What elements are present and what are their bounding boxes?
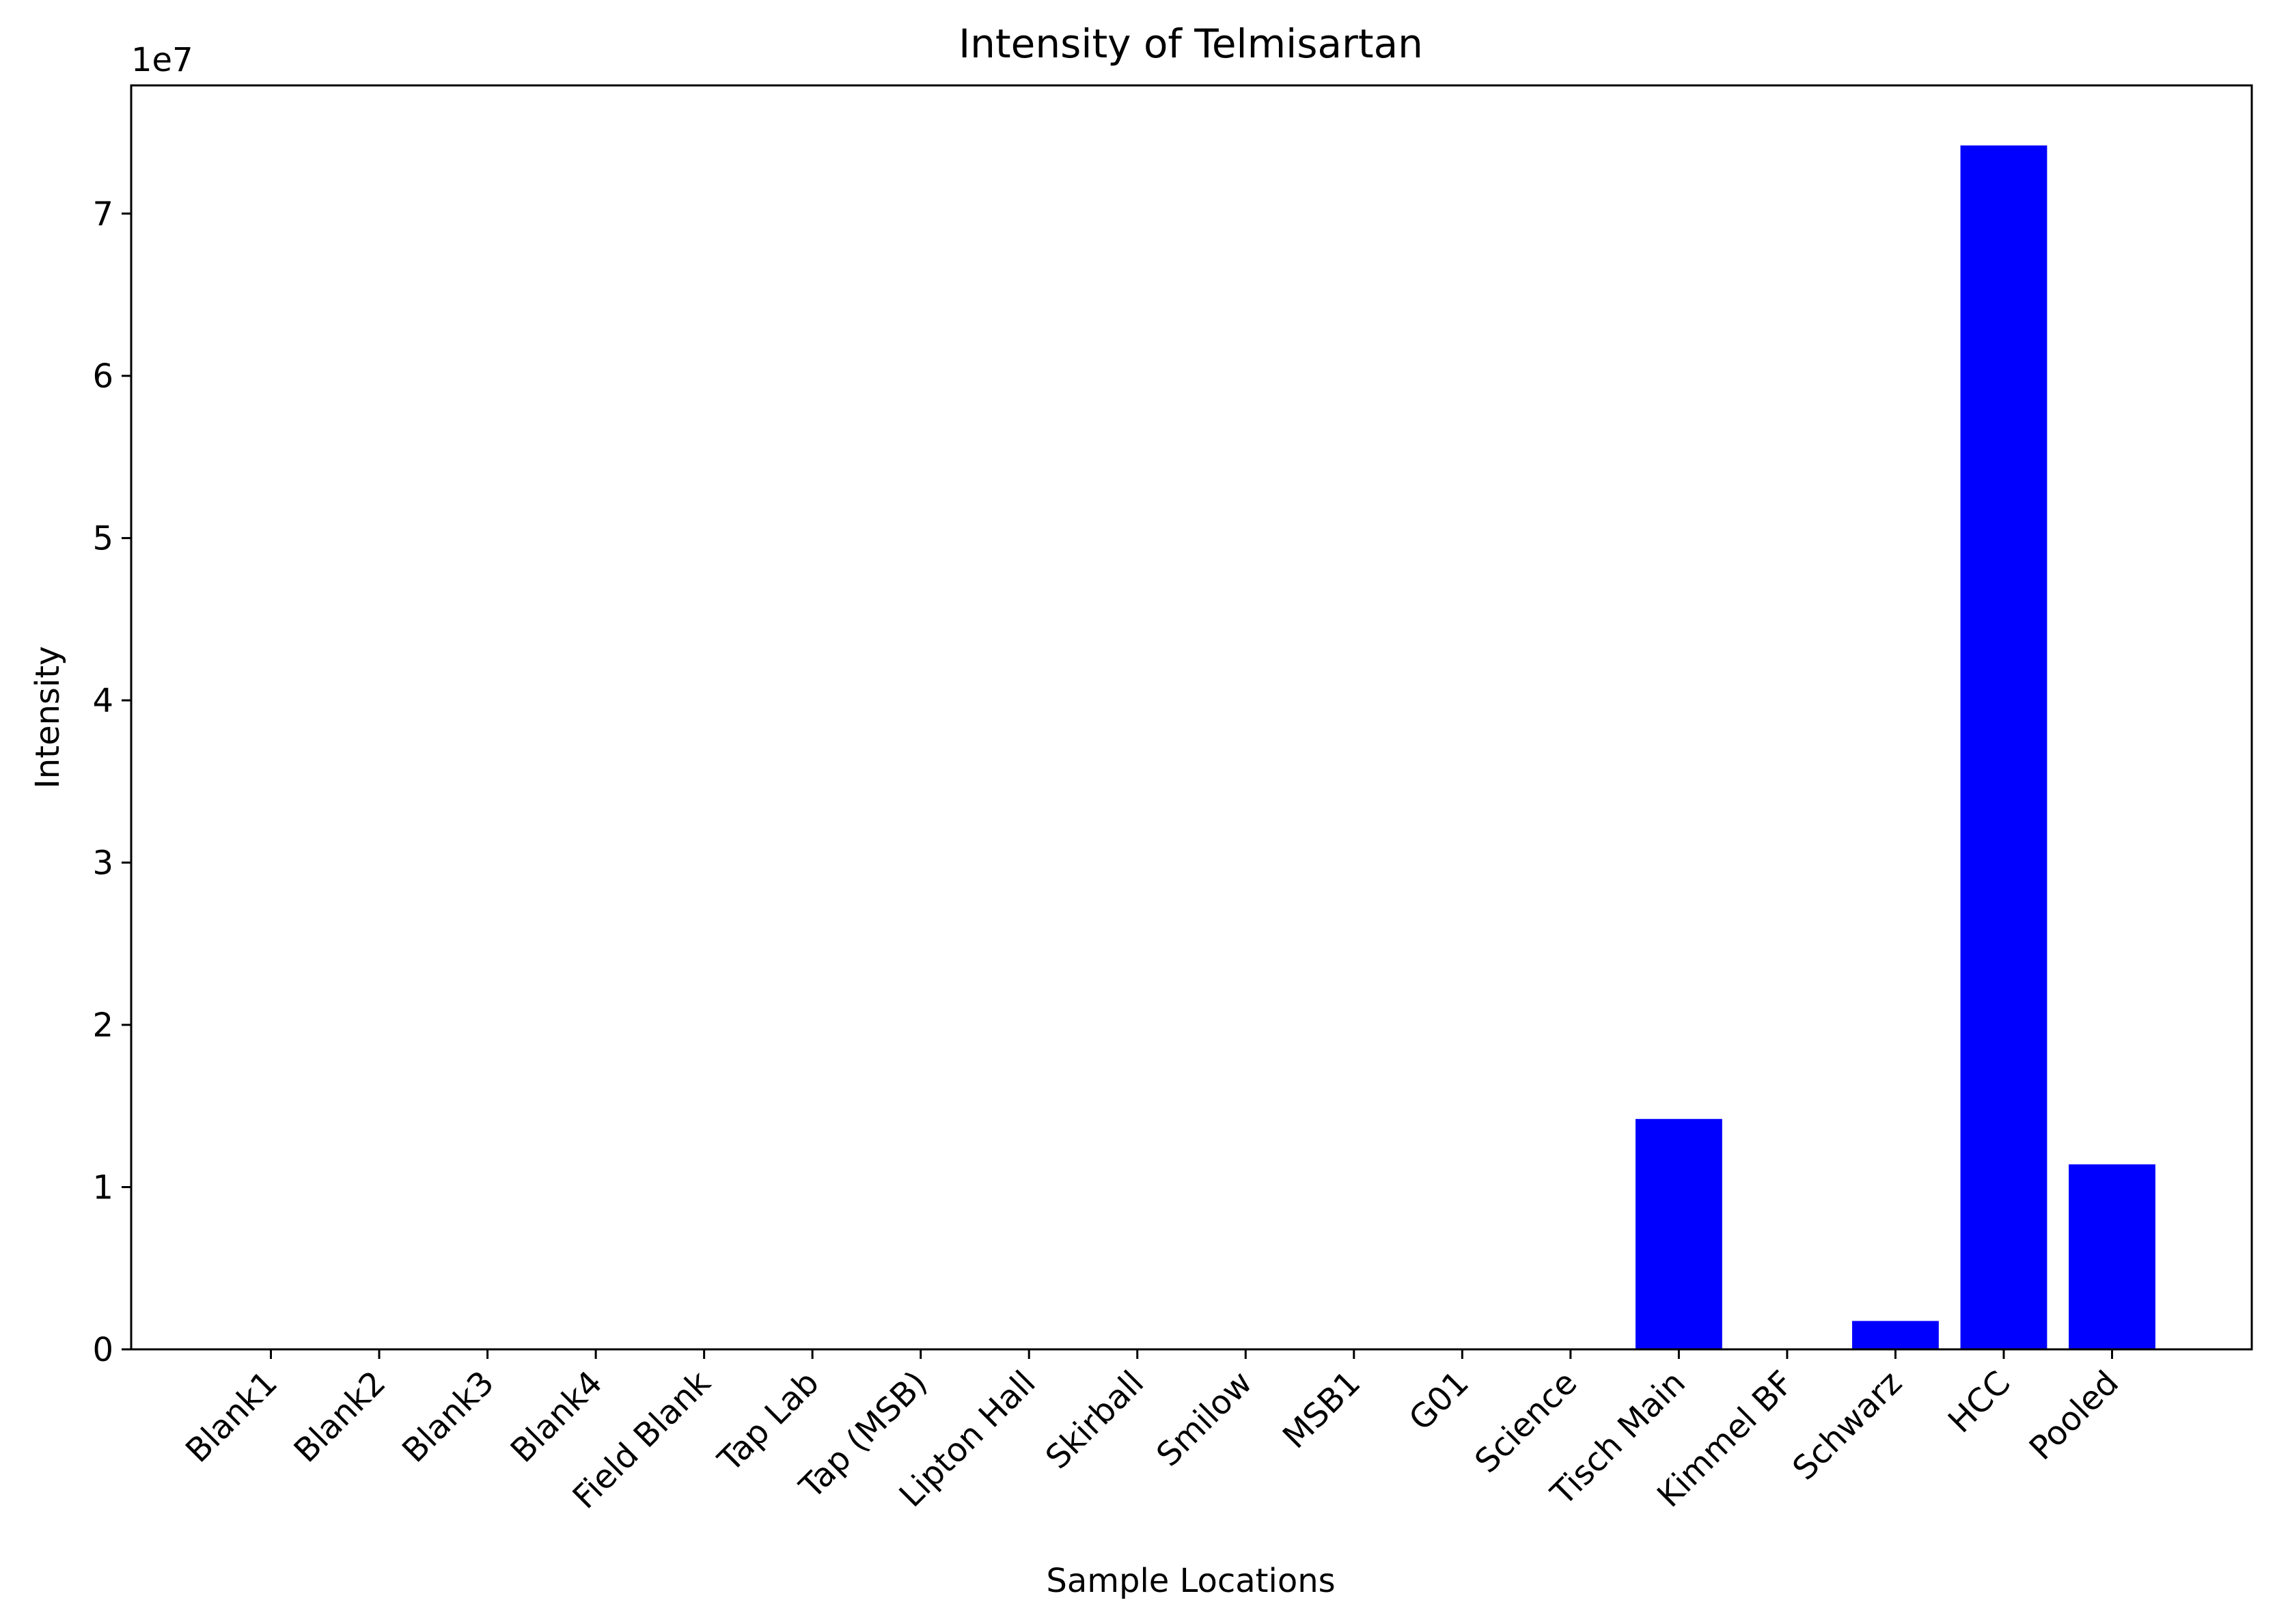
y-tick-label: 5 [92, 520, 113, 558]
y-tick-label: 7 [92, 195, 113, 234]
y-tick-label: 6 [92, 357, 113, 396]
bar [1635, 1118, 1722, 1349]
y-axis-offset-label: 1e7 [131, 41, 193, 79]
y-axis-ticks: 0 1 2 3 4 5 6 7 [92, 195, 131, 1369]
y-tick-label: 3 [92, 844, 113, 883]
y-tick-label: 2 [92, 1006, 113, 1045]
plot-area-frame [130, 84, 2253, 1351]
x-axis-label: Sample Locations [1046, 1562, 1335, 1600]
chart-title: Intensity of Telmisartan [959, 20, 1423, 67]
bar [1960, 145, 2048, 1350]
bar [2069, 1164, 2155, 1349]
y-tick-label: 4 [92, 682, 113, 720]
y-axis-label: Intensity [29, 646, 67, 789]
bars [1635, 145, 2155, 1350]
bar [1852, 1321, 1939, 1349]
y-tick-label: 0 [92, 1331, 113, 1369]
y-tick-label: 1 [92, 1169, 113, 1207]
